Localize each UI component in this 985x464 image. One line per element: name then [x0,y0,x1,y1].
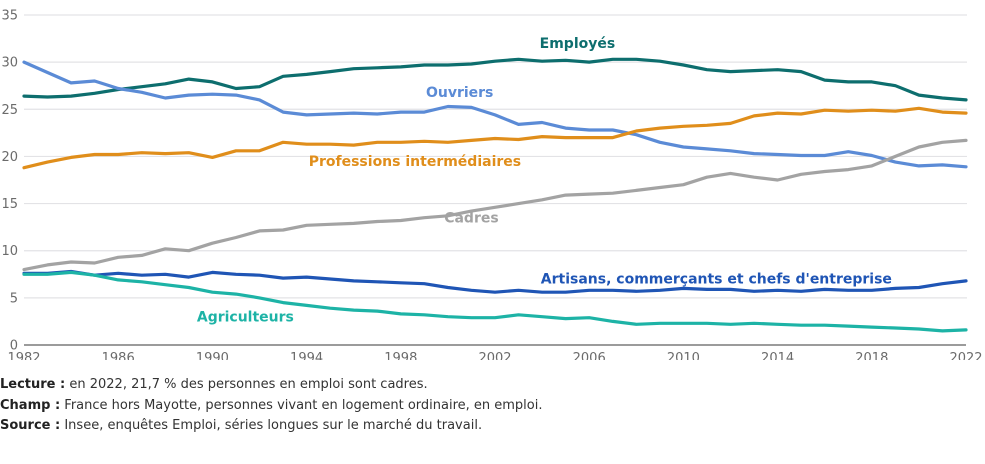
series-line [22,106,968,170]
note-champ-label: Champ : [0,397,61,413]
x-tick-label: 2014 [761,351,794,360]
series-label: Artisans, commerçants et chefs d'entrepr… [541,272,892,288]
series-label: Cadres [444,210,498,226]
y-tick-label: 0 [10,339,18,354]
note-champ: Champ : France hors Mayotte, personnes v… [0,396,543,417]
series-line [22,138,968,272]
x-tick-label: 1986 [102,351,135,360]
y-tick-label: 5 [10,291,18,306]
note-source: Source : Insee, enquêtes Emploi, séries … [0,416,543,437]
note-lecture-label: Lecture : [0,377,66,392]
note-source-label: Source : [0,418,61,433]
gridlines [24,14,967,346]
x-tick-label: 2022 [949,351,982,360]
y-tick-label: 15 [1,197,18,212]
x-axis-ticks: 1982 1986 1990 1994 1998 2002 2006 2010 2014 2018… [7,351,982,360]
x-tick-label: 2018 [855,351,888,360]
y-tick-label: 20 [1,150,18,165]
y-tick-label: 30 [1,56,18,71]
series-labels: Employés Ouvriers Professions intermédiair… [197,36,892,325]
y-axis-ticks: 0 5 10 15 20 25 30 35 [1,9,18,354]
x-tick-label: 1994 [290,351,323,360]
x-tick-label: 2006 [573,351,606,360]
series-label: Ouvriers [426,85,493,101]
x-tick-label: 2010 [667,351,700,360]
chart-notes: Lecture : en 2022, 21,7 % des personnes … [0,375,543,437]
series-lines [22,57,968,333]
series-line [22,57,968,102]
line-chart: 0 5 10 15 20 25 30 35 1982 1986 1990 1994 1998 2002 2… [1,9,982,361]
note-champ-text: France hors Mayotte, personnes vivant en… [60,397,543,413]
series-line [22,60,968,169]
series-label: Professions intermédiaires [309,154,521,170]
note-source-text: Insee, enquêtes Emploi, séries longues s… [60,418,483,433]
series-label: Agriculteurs [197,309,294,325]
y-tick-label: 25 [1,103,18,118]
note-lecture-text: en 2022, 21,7 % des personnes en emploi … [65,377,428,392]
x-tick-label: 1982 [7,351,40,360]
x-tick-label: 2002 [478,351,511,360]
series-line [22,270,968,333]
series-label: Employés [540,36,616,52]
note-lecture: Lecture : en 2022, 21,7 % des personnes … [0,375,543,396]
x-tick-label: 1990 [196,351,229,360]
y-tick-label: 10 [1,244,18,259]
series-line [22,269,968,294]
y-tick-label: 35 [1,9,18,24]
x-tick-label: 1998 [384,351,417,360]
